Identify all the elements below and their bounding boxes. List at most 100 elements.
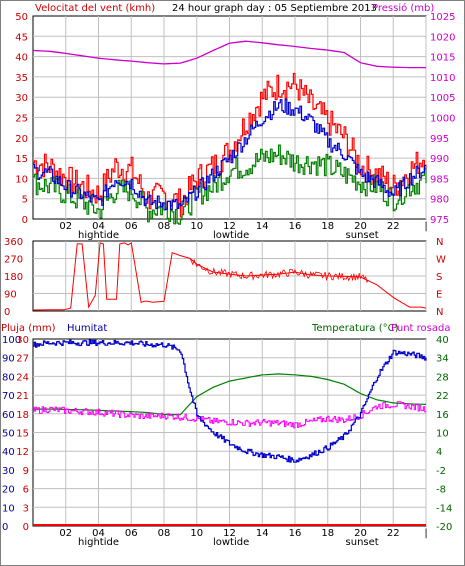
temperature-y-tick-label: 16 — [436, 410, 449, 421]
pressure-y-tick-label: 1005 — [430, 93, 455, 104]
humidity-y-tick-label: 70 — [2, 391, 15, 402]
wind-y-tick-label: 25 — [15, 114, 28, 125]
compass-y-tick-label: S — [436, 272, 442, 283]
compass-y-tick-label: E — [436, 290, 442, 301]
thermo-x-hour-label: 10 — [190, 528, 203, 539]
rain-y-tick-label: 12 — [16, 447, 29, 458]
humidity-y-tick-label: 90 — [2, 354, 15, 365]
wind-y-tick-label: 10 — [15, 174, 28, 185]
thermo-x-hour-label: 20 — [354, 528, 367, 539]
pressure-y-tick-label: 1025 — [430, 12, 455, 23]
direction-y-tick-label: 0 — [4, 307, 10, 318]
wind-x-hour-label: 06 — [125, 221, 138, 232]
rain-y-tick-label: 18 — [16, 410, 29, 421]
wind-y-tick-label: 15 — [15, 154, 28, 165]
thermo-x-marker-label: hightide — [78, 537, 119, 548]
humidity-y-tick-label: 50 — [2, 429, 15, 440]
thermo-x-hour-label: 02 — [59, 528, 72, 539]
pressure-y-tick-label: 1020 — [430, 32, 455, 43]
pressure-y-tick-label: 1010 — [430, 73, 455, 84]
thermo-x-hour-label: 12 — [223, 528, 236, 539]
wind-direction-detail-line — [189, 258, 369, 283]
thermo-x-hour-label: 08 — [158, 528, 171, 539]
thermo-x-hour-label: 14 — [256, 528, 269, 539]
temperature-y-tick-label: 40 — [436, 335, 449, 346]
wind-y-tick-label: 0 — [22, 215, 28, 226]
wind-x-hour-label: | — [424, 221, 427, 232]
humidity-y-tick-label: 0 — [2, 522, 8, 533]
thermo-x-hour-label: 16 — [289, 528, 302, 539]
wind-direction-series-line — [32, 242, 427, 311]
pressure-y-tick-label: 980 — [430, 195, 449, 206]
rain-title: Pluja (mm) — [1, 323, 56, 334]
humidity-y-tick-label: 30 — [2, 466, 15, 477]
temperature-y-tick-label: 34 — [436, 354, 449, 365]
wind-x-hour-label: 18 — [321, 221, 334, 232]
pressure-y-tick-label: 985 — [430, 174, 449, 185]
wind-y-tick-label: 5 — [22, 195, 28, 206]
humidity-y-tick-label: 80 — [2, 372, 15, 383]
temperature-y-tick-label: 4 — [436, 447, 442, 458]
rain-y-tick-label: 30 — [16, 335, 29, 346]
compass-y-tick-label: W — [436, 255, 446, 266]
wind-x-hour-label: 12 — [223, 221, 236, 232]
dewpoint-title: Punt rosada — [391, 323, 450, 334]
wind-x-hour-label: 02 — [59, 221, 72, 232]
compass-y-tick-label: N — [436, 307, 443, 318]
humidity-y-tick-label: 10 — [2, 503, 15, 514]
temperature-y-tick-label: -2 — [436, 466, 446, 477]
wind-y-tick-label: 50 — [15, 12, 28, 23]
pressure-y-tick-label: 990 — [430, 154, 449, 165]
thermo-x-hour-label: | — [424, 528, 427, 539]
pressure-series-line — [32, 40, 426, 69]
humidity-y-tick-label: 20 — [2, 485, 15, 496]
wind-y-tick-label: 40 — [15, 53, 28, 64]
temperature-y-tick-label: -14 — [436, 503, 452, 514]
wind-y-tick-label: 45 — [15, 32, 28, 43]
thermo-x-hour-label: 04 — [92, 528, 105, 539]
wind-y-tick-label: 20 — [15, 134, 28, 145]
temperature-y-tick-label: -8 — [436, 485, 446, 496]
temperature-y-tick-label: -20 — [436, 522, 452, 533]
thermo-x-hour-label: 06 — [125, 528, 138, 539]
wind-x-hour-label: 10 — [190, 221, 203, 232]
wind-x-marker-label: lowtide — [213, 230, 249, 241]
wind-x-marker-label: hightide — [78, 230, 119, 241]
rain-y-tick-label: 24 — [16, 372, 29, 383]
humidity-y-tick-label: 40 — [2, 447, 15, 458]
rain-y-tick-label: 3 — [23, 503, 29, 514]
rain-y-tick-label: 21 — [16, 391, 29, 402]
pressure-y-tick-label: 1015 — [430, 53, 455, 64]
humidity-y-tick-label: 60 — [2, 410, 15, 421]
compass-y-tick-label: N — [436, 237, 443, 248]
wind-y-tick-label: 30 — [15, 93, 28, 104]
temperature-y-tick-label: 28 — [436, 372, 449, 383]
wind-x-hour-label: 22 — [387, 221, 400, 232]
wind-blue-series-line — [33, 98, 426, 211]
rain-y-tick-label: 9 — [23, 466, 29, 477]
direction-y-tick-label: 180 — [4, 272, 23, 283]
thermo-x-marker-label: sunset — [346, 537, 379, 548]
wind-x-hour-label: 16 — [289, 221, 302, 232]
direction-y-tick-label: 360 — [4, 237, 23, 248]
wind-x-hour-label: 08 — [158, 221, 171, 232]
humidity-series-line — [33, 339, 427, 463]
rain-y-tick-label: 0 — [23, 522, 29, 533]
wind-y-tick-label: 35 — [15, 73, 28, 84]
thermo-x-hour-label: 22 — [387, 528, 400, 539]
temperature-title: Temperatura (°C) — [311, 323, 399, 334]
humidity-y-tick-label: 100 — [2, 335, 21, 346]
direction-y-tick-label: 90 — [4, 290, 17, 301]
humidity-title: Humitat — [67, 323, 107, 334]
thermo-x-hour-label: 18 — [321, 528, 334, 539]
pressure-title: Pressió (mb) — [372, 2, 434, 14]
rain-y-tick-label: 15 — [16, 429, 29, 440]
wind-speed-title: Velocitat del vent (kmh) — [35, 3, 155, 14]
wind-x-hour-label: 20 — [354, 221, 367, 232]
direction-y-tick-label: 270 — [4, 255, 23, 266]
rain-y-tick-label: 6 — [23, 485, 29, 496]
pressure-y-tick-label: 1000 — [430, 114, 455, 125]
thermo-x-marker-label: lowtide — [213, 537, 249, 548]
